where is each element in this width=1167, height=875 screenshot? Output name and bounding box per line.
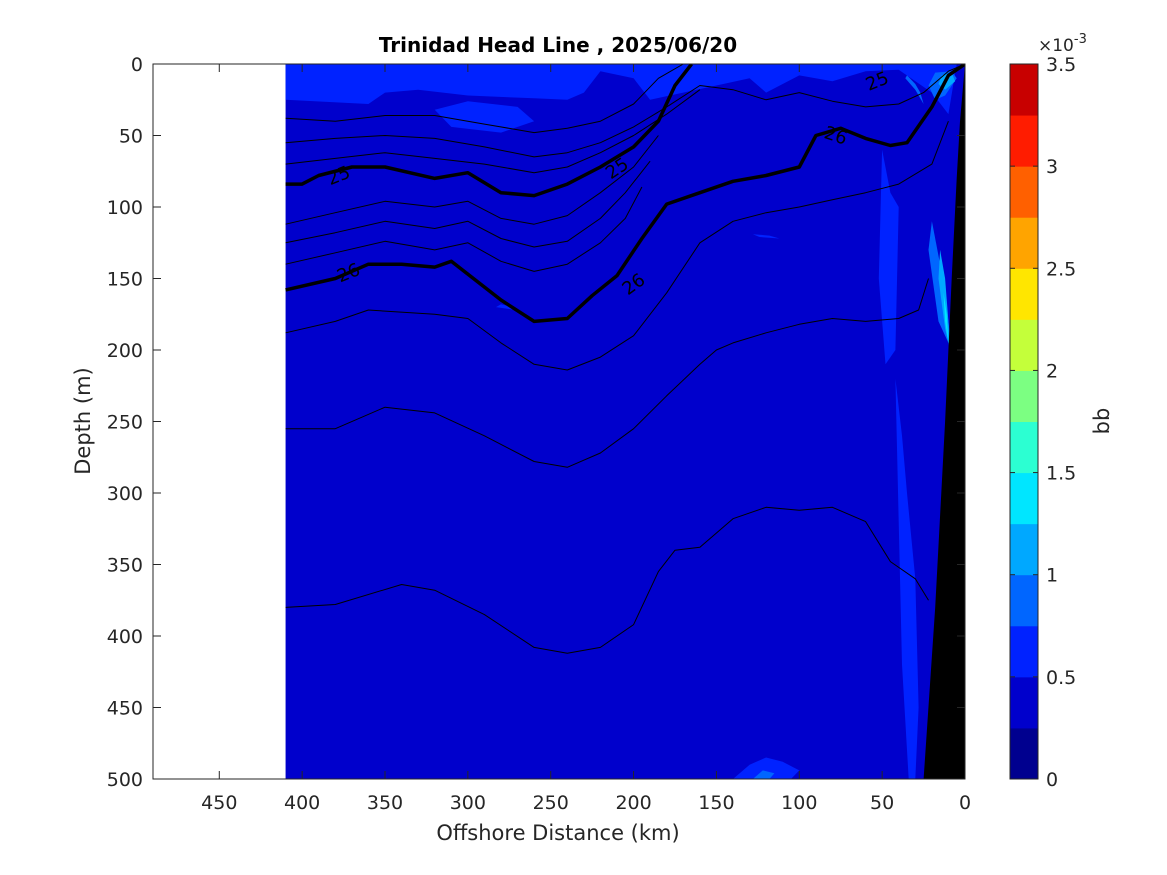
- density-contours: [285, 64, 965, 654]
- colorbar-tick-label: 1.5: [1046, 463, 1076, 485]
- colorbar-ticks: 0 0.5 1 1.5 2 2.5 3 3.5: [1010, 54, 1076, 791]
- colorbar-swatch: [1010, 421, 1038, 474]
- x-tick-label: 400: [284, 792, 320, 814]
- x-tick-label: 100: [781, 792, 817, 814]
- colorbar-swatch: [1010, 676, 1038, 729]
- colorbar-exponent-base: ×10: [1038, 36, 1074, 56]
- bb-patch: [434, 101, 535, 133]
- y-tick-label: 50: [119, 126, 143, 148]
- density-contour: [285, 506, 929, 654]
- density-contour: [285, 89, 701, 174]
- colorbar-tick-label: 0.5: [1046, 667, 1076, 689]
- colorbar-swatch: [1010, 319, 1038, 371]
- colorbar-swatch: [1010, 268, 1038, 320]
- bb-patch: [496, 304, 516, 310]
- colorbar-swatch: [1010, 370, 1038, 422]
- colorbar-frame: [1009, 63, 1039, 780]
- density-contour: [285, 121, 949, 371]
- y-tick-label: 450: [107, 698, 143, 720]
- y-tick-label: 250: [107, 412, 143, 434]
- x-tick-label: 50: [870, 792, 894, 814]
- x-axis-label: Offshore Distance (km): [436, 821, 679, 845]
- colorbar-swatch: [1010, 64, 1038, 116]
- y-tick-label: 300: [107, 483, 143, 505]
- colorbar-swatch: [1010, 472, 1038, 525]
- colorbar-swatch: [1010, 217, 1038, 269]
- density-contour: [285, 160, 651, 248]
- bb-patch: [752, 234, 780, 239]
- colorbar-tick-label: 2.5: [1046, 258, 1076, 280]
- y-tick-label: 350: [107, 555, 143, 577]
- y-tick-label: 400: [107, 626, 143, 648]
- bb-patch: [733, 757, 800, 779]
- x-tick-label: 350: [367, 792, 403, 814]
- bb-patch: [943, 292, 949, 343]
- x-tick-label: 200: [615, 792, 651, 814]
- colorbar-swatch: [1010, 166, 1038, 218]
- colorbar: [1010, 64, 1038, 780]
- bb-patch: [285, 64, 957, 115]
- colorbar-swatch: [1010, 625, 1038, 678]
- colorbar-swatch: [1010, 727, 1038, 780]
- colorbar-swatch: [1010, 115, 1038, 167]
- x-tick-label: 250: [533, 792, 569, 814]
- colorbar-exponent: ×10-3: [1038, 32, 1087, 56]
- bb-patch: [905, 75, 924, 104]
- density-contour: [285, 64, 684, 134]
- x-tick-label: 300: [450, 792, 486, 814]
- y-tick-label: 100: [107, 197, 143, 219]
- chart-title: Trinidad Head Line , 2025/06/20: [379, 33, 737, 57]
- y-tick-label: 0: [131, 54, 143, 76]
- colorbar-label: bb: [1090, 408, 1114, 435]
- density-contour-heavy: [285, 64, 965, 324]
- bathymetry-shelf: [920, 64, 965, 779]
- bb-field-background: [285, 64, 965, 779]
- y-tick-label: 500: [107, 769, 143, 791]
- bb-patch: [285, 64, 394, 76]
- density-contour: [285, 186, 643, 272]
- x-tick-label: 0: [959, 792, 971, 814]
- x-axis-ticks: 450 400 350 300 250 200 150 100 50 0: [201, 64, 971, 814]
- bb-patches: [285, 64, 957, 779]
- bb-patch: [878, 149, 899, 365]
- colorbar-tick-label: 0: [1046, 769, 1058, 791]
- colorbar-tick-label: 2: [1046, 360, 1058, 382]
- x-tick-label: 150: [698, 792, 734, 814]
- y-tick-label: 200: [107, 340, 143, 362]
- y-axis-label: Depth (m): [71, 367, 95, 474]
- bb-patch: [895, 378, 919, 779]
- colorbar-exponent-power: -3: [1074, 32, 1087, 47]
- bb-patch: [752, 770, 775, 779]
- colorbar-swatch: [1010, 523, 1038, 576]
- y-tick-label: 150: [107, 269, 143, 291]
- density-contour: [285, 278, 929, 468]
- y-axis-ticks: 0 50 100 150 200 250 300 350 400 450 500: [107, 54, 965, 791]
- colorbar-swatch: [1010, 574, 1038, 627]
- colorbar-tick-label: 1: [1046, 565, 1058, 587]
- x-tick-label: 450: [201, 792, 237, 814]
- colorbar-tick-label: 3.5: [1046, 54, 1076, 76]
- colorbar-tick-label: 3: [1046, 156, 1058, 178]
- density-contour: [285, 135, 659, 225]
- density-contour: [285, 64, 965, 158]
- density-contour-heavy: [285, 64, 693, 198]
